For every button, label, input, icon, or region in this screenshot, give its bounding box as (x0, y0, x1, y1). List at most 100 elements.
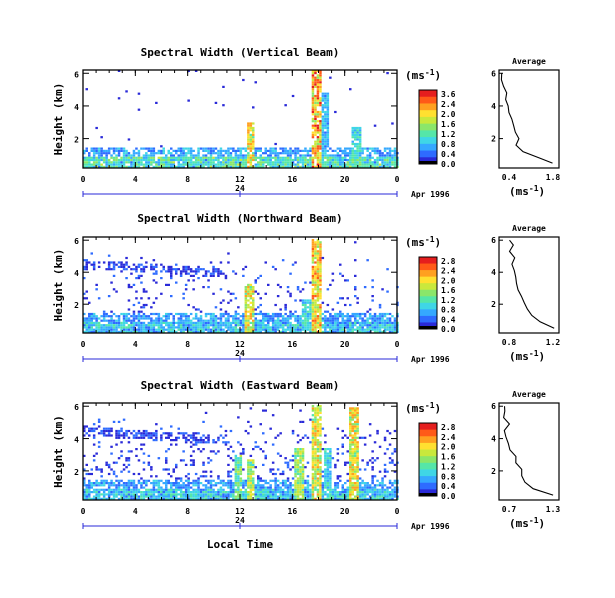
heatmap-cell (252, 142, 255, 146)
heatmap-cell (175, 479, 178, 482)
heatmap-cell (289, 161, 292, 164)
heatmap-cell (319, 459, 322, 462)
heatmap-cell (329, 477, 332, 480)
heatmap-cell (311, 414, 315, 417)
heatmap-cell (314, 486, 317, 489)
heatmap-cell (286, 156, 290, 159)
heatmap-cell (316, 286, 320, 289)
heatmap-cell (194, 328, 198, 331)
heatmap-cell (140, 497, 143, 500)
heatmap-cell (249, 301, 253, 304)
heatmap-cell (140, 306, 143, 309)
heatmap-cell (249, 472, 253, 476)
heatmap-cell (105, 152, 108, 155)
heatmap-cell (324, 140, 327, 143)
heatmap-cell (229, 326, 233, 329)
heatmap-cell (304, 147, 307, 150)
heatmap-cell (358, 142, 362, 146)
heatmap-cell (321, 161, 325, 164)
heatmap-cell (252, 156, 255, 159)
heatmap-cell (336, 459, 340, 462)
heatmap-cell (344, 163, 347, 166)
heatmap-cell (319, 261, 322, 264)
heatmap-cell (267, 321, 270, 324)
heatmap-cell (316, 288, 320, 291)
heatmap-cell (351, 463, 354, 466)
heatmap-cell (294, 324, 297, 327)
heatmap-cell (269, 163, 272, 166)
heatmap-cell (314, 104, 317, 107)
heatmap-cell (252, 461, 255, 464)
heatmap-cell (373, 328, 377, 331)
heatmap-cell (122, 161, 126, 164)
heatmap-cell (368, 488, 372, 491)
heatmap-cell (349, 432, 352, 435)
heatmap-cell (358, 328, 362, 331)
heatmap-cell (286, 152, 290, 155)
heatmap-cell (217, 330, 220, 333)
heatmap-cell (227, 290, 230, 293)
heatmap-cell (90, 328, 93, 331)
heatmap-cell (95, 491, 98, 494)
heatmap-cell (92, 443, 96, 446)
heatmap-cell (182, 450, 185, 453)
heatmap-cell (170, 161, 173, 164)
heatmap-cell (378, 315, 382, 318)
heatmap-cell (132, 152, 136, 155)
heatmap-cell (242, 312, 245, 316)
heatmap-cell (179, 272, 183, 275)
heatmap-cell (244, 326, 248, 329)
heatmap-cell (130, 326, 133, 329)
heatmap-cell (326, 154, 330, 157)
heatmap-cell (150, 156, 153, 159)
heatmap-cell (145, 330, 148, 333)
heatmap-cell (227, 319, 230, 322)
heatmap-cell (311, 259, 315, 262)
heatmap-cell (122, 156, 126, 159)
heatmap-cell (349, 463, 352, 466)
heatmap-cell (269, 149, 272, 152)
heatmap-cell (120, 450, 123, 453)
heatmap-cell (157, 161, 161, 164)
heatmap-cell (354, 259, 357, 262)
heatmap-cell (314, 165, 317, 168)
heatmap-cell (252, 477, 255, 480)
heatmap-cell (182, 328, 185, 331)
heatmap-cell (115, 163, 118, 166)
heatmap-cell (247, 491, 250, 494)
heatmap-cell (281, 259, 285, 262)
heatmap-cell (356, 475, 359, 478)
heatmap-cell (179, 319, 183, 322)
heatmap-cell (222, 497, 225, 500)
x-tick-label: 4 (133, 175, 138, 184)
heatmap-cell (366, 482, 369, 485)
heatmap-cell (321, 129, 325, 132)
heatmap-cell (319, 154, 322, 157)
heatmap-cell (175, 156, 178, 159)
heatmap-cell (125, 319, 128, 322)
heatmap-cell (204, 321, 208, 324)
heatmap-cell (252, 484, 255, 487)
heatmap-cell (388, 312, 392, 316)
heatmap-cell (122, 495, 126, 498)
heatmap-cell (160, 319, 163, 322)
heatmap-cell (319, 297, 322, 300)
heatmap-cell (326, 97, 330, 100)
heatmap-cell (107, 488, 111, 491)
heatmap-cell (142, 324, 146, 327)
heatmap-cell (378, 484, 382, 487)
heatmap-cell (299, 299, 302, 302)
heatmap-cell (351, 161, 354, 164)
heatmap-cell (349, 158, 352, 162)
heatmap-cell (326, 457, 330, 460)
heatmap-cell (296, 286, 300, 289)
heatmap-cell (229, 315, 233, 318)
heatmap-cell (120, 488, 123, 491)
heatmap-cell (95, 315, 98, 318)
heatmap-cell (92, 165, 96, 168)
heatmap-cell (152, 484, 156, 487)
heatmap-cell (83, 158, 86, 162)
heatmap-cell (115, 491, 118, 494)
heatmap-cell (140, 493, 143, 496)
heatmap-cell (184, 321, 188, 324)
